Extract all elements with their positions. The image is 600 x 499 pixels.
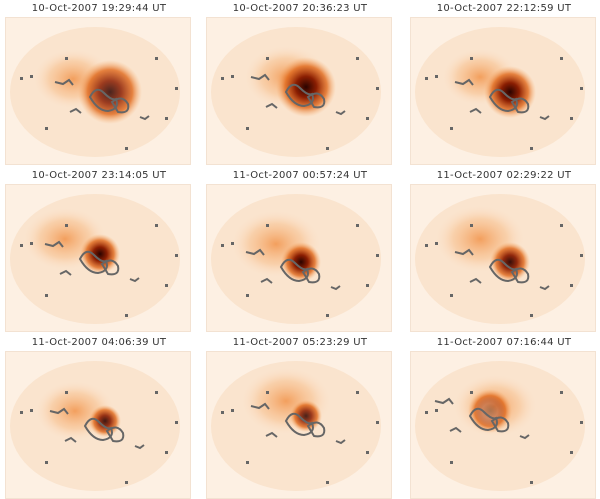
bright-core	[80, 234, 120, 274]
image-panel: 10-Oct-2007 20:36:23 UT	[206, 3, 394, 169]
frame	[206, 184, 392, 332]
frame	[5, 17, 191, 165]
contours	[20, 224, 178, 317]
bright-core	[78, 60, 142, 124]
panel-title: 11-Oct-2007 07:16:44 UT	[436, 337, 572, 348]
frame	[206, 17, 392, 165]
panel-title: 10-Oct-2007 19:29:44 UT	[31, 3, 167, 14]
frame	[410, 17, 596, 165]
contours	[20, 57, 178, 150]
panel-title: 11-Oct-2007 05:23:29 UT	[232, 337, 368, 348]
solar-image	[410, 351, 596, 499]
panel-title: 10-Oct-2007 20:36:23 UT	[232, 3, 368, 14]
image-panel: 11-Oct-2007 07:16:44 UT	[410, 337, 598, 499]
solar-image	[5, 17, 191, 165]
solar-image	[206, 351, 392, 499]
contours	[425, 224, 583, 317]
panel-title: 11-Oct-2007 02:29:22 UT	[436, 170, 572, 181]
contours	[20, 391, 178, 484]
image-panel: 10-Oct-2007 23:14:05 UT	[5, 170, 193, 336]
bright-core	[290, 400, 322, 432]
bright-core	[281, 242, 321, 282]
image-panel: 11-Oct-2007 00:57:24 UT	[206, 170, 394, 336]
bright-core	[468, 389, 512, 433]
contours	[221, 391, 379, 484]
panel-title: 11-Oct-2007 04:06:39 UT	[31, 337, 167, 348]
solar-image	[410, 17, 596, 165]
bright-core	[89, 405, 121, 437]
contours	[425, 391, 583, 484]
contours	[221, 224, 379, 317]
image-panel: 11-Oct-2007 02:29:22 UT	[410, 170, 598, 336]
frame	[5, 184, 191, 332]
panel-title: 10-Oct-2007 22:12:59 UT	[436, 3, 572, 14]
image-panel: 11-Oct-2007 05:23:29 UT	[206, 337, 394, 499]
solar-image	[5, 351, 191, 499]
contours	[221, 57, 379, 150]
panel-title: 11-Oct-2007 00:57:24 UT	[232, 170, 368, 181]
bright-core	[276, 57, 336, 117]
panel-title: 10-Oct-2007 23:14:05 UT	[31, 170, 167, 181]
solar-image	[410, 184, 596, 332]
solar-image	[206, 17, 392, 165]
bright-core	[490, 242, 530, 282]
contours	[425, 57, 583, 150]
solar-image	[5, 184, 191, 332]
frame	[410, 184, 596, 332]
image-panel: 10-Oct-2007 22:12:59 UT	[410, 3, 598, 169]
image-panel: 11-Oct-2007 04:06:39 UT	[5, 337, 193, 499]
image-panel: 10-Oct-2007 19:29:44 UT	[5, 3, 193, 169]
solar-image	[206, 184, 392, 332]
